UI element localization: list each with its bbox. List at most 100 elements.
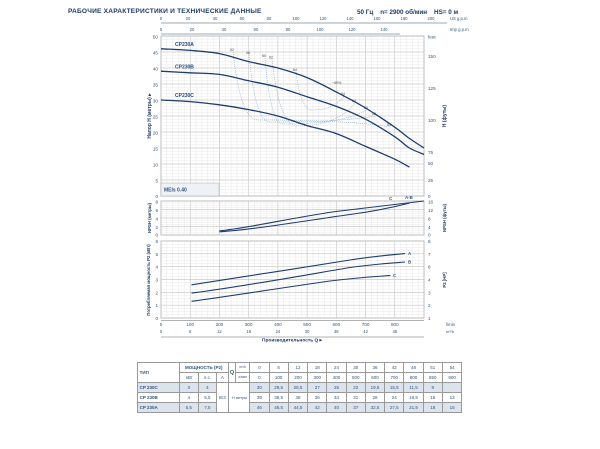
svg-text:700: 700: [362, 322, 370, 327]
svg-text:NPSH (метры): NPSH (метры): [147, 202, 152, 232]
svg-text:140: 140: [347, 16, 355, 21]
svg-text:12: 12: [428, 208, 434, 213]
svg-text:NPSH (футы): NPSH (футы): [442, 203, 447, 231]
svg-text:125: 125: [428, 86, 436, 91]
svg-text:US g.p.m: US g.p.m: [450, 16, 468, 21]
svg-text:6: 6: [155, 208, 158, 213]
svg-text:CP230A: CP230A: [175, 42, 194, 48]
svg-text:75: 75: [428, 150, 434, 155]
svg-text:150: 150: [428, 54, 436, 59]
svg-text:36: 36: [334, 329, 339, 334]
svg-text:30: 30: [305, 329, 310, 334]
svg-text:Производительность Q ▸: Производительность Q ▸: [262, 338, 323, 344]
svg-text:4: 4: [428, 225, 431, 230]
svg-text:0: 0: [160, 322, 163, 327]
svg-text:6: 6: [189, 329, 192, 334]
svg-text:P2 [HP]: P2 [HP]: [442, 272, 447, 288]
svg-text:120: 120: [349, 27, 357, 32]
svg-text:0: 0: [155, 316, 158, 321]
svg-text:48: 48: [392, 329, 397, 334]
svg-text:60: 60: [262, 54, 266, 58]
svg-text:feet: feet: [428, 35, 436, 40]
svg-text:0: 0: [160, 329, 163, 334]
svg-text:35: 35: [153, 83, 159, 88]
svg-text:10: 10: [153, 163, 159, 168]
svg-text:6: 6: [155, 239, 158, 244]
svg-text:CP230C: CP230C: [175, 93, 194, 99]
svg-text:7: 7: [428, 252, 431, 257]
svg-text:25: 25: [428, 178, 434, 183]
svg-text:A-B: A-B: [405, 195, 413, 200]
svg-text:3: 3: [155, 278, 158, 283]
svg-text:0: 0: [428, 233, 431, 238]
svg-text:100: 100: [186, 322, 194, 327]
svg-text:52: 52: [230, 48, 234, 52]
svg-text:H (футы): H (футы): [441, 105, 448, 128]
svg-text:A: A: [408, 251, 412, 256]
svg-text:120: 120: [320, 16, 328, 21]
svg-text:600: 600: [332, 322, 340, 327]
svg-text:42: 42: [363, 329, 368, 334]
svg-text:58: 58: [246, 51, 250, 55]
svg-text:20: 20: [153, 131, 159, 136]
svg-text:m³/h: m³/h: [446, 329, 454, 334]
svg-text:8: 8: [428, 239, 431, 244]
svg-text:200: 200: [216, 322, 224, 327]
svg-text:20: 20: [186, 16, 191, 21]
svg-text:100: 100: [317, 27, 325, 32]
svg-text:0: 0: [155, 194, 158, 199]
svg-text:60: 60: [240, 16, 245, 21]
svg-text:4: 4: [428, 278, 431, 283]
svg-text:2: 2: [428, 303, 431, 308]
svg-text:CP230B: CP230B: [175, 65, 194, 71]
svg-text:80: 80: [286, 27, 291, 32]
svg-text:25: 25: [153, 115, 159, 120]
svg-text:Напор H (метры) ▸: Напор H (метры) ▸: [147, 93, 153, 139]
svg-text:18: 18: [246, 329, 251, 334]
svg-text:60: 60: [254, 27, 259, 32]
svg-text:3: 3: [428, 290, 431, 295]
svg-text:l/min: l/min: [446, 322, 456, 327]
svg-text:4: 4: [155, 217, 158, 222]
svg-text:15: 15: [153, 147, 159, 152]
svg-text:C: C: [389, 196, 393, 201]
svg-text:24: 24: [276, 329, 281, 334]
svg-text:12: 12: [217, 329, 222, 334]
svg-text:100: 100: [428, 118, 436, 123]
svg-text:~60%: ~60%: [332, 81, 342, 85]
svg-text:64: 64: [293, 68, 297, 72]
svg-text:800: 800: [391, 322, 399, 327]
svg-text:160: 160: [374, 16, 382, 21]
svg-text:0: 0: [428, 194, 431, 199]
svg-text:500: 500: [303, 322, 311, 327]
svg-text:45: 45: [153, 51, 159, 56]
svg-text:20: 20: [190, 27, 195, 32]
svg-text:30: 30: [153, 99, 159, 104]
svg-text:Imp g.p.m: Imp g.p.m: [450, 27, 469, 32]
svg-text:8: 8: [428, 217, 431, 222]
svg-text:B: B: [408, 260, 411, 265]
svg-text:Потребляемая мощность P2 (кВт): Потребляемая мощность P2 (кВт): [146, 244, 151, 316]
svg-text:0: 0: [160, 27, 163, 32]
svg-text:0: 0: [155, 233, 158, 238]
svg-text:300: 300: [245, 322, 253, 327]
svg-text:1: 1: [155, 303, 158, 308]
svg-text:2: 2: [155, 225, 158, 230]
svg-text:8: 8: [155, 200, 158, 205]
svg-text:100: 100: [293, 16, 301, 21]
svg-text:4: 4: [155, 265, 158, 270]
svg-text:50: 50: [428, 161, 434, 166]
svg-text:40: 40: [222, 27, 227, 32]
svg-text:40: 40: [153, 67, 159, 72]
svg-text:6: 6: [428, 265, 431, 270]
svg-text:16: 16: [428, 200, 434, 205]
svg-text:40: 40: [213, 16, 218, 21]
svg-text:400: 400: [274, 322, 282, 327]
svg-text:80: 80: [267, 16, 272, 21]
svg-text:5: 5: [155, 179, 158, 184]
svg-text:180: 180: [401, 16, 409, 21]
svg-text:2: 2: [155, 290, 158, 295]
svg-text:200: 200: [428, 16, 436, 21]
svg-text:62: 62: [269, 56, 273, 60]
svg-text:C: C: [393, 273, 397, 278]
